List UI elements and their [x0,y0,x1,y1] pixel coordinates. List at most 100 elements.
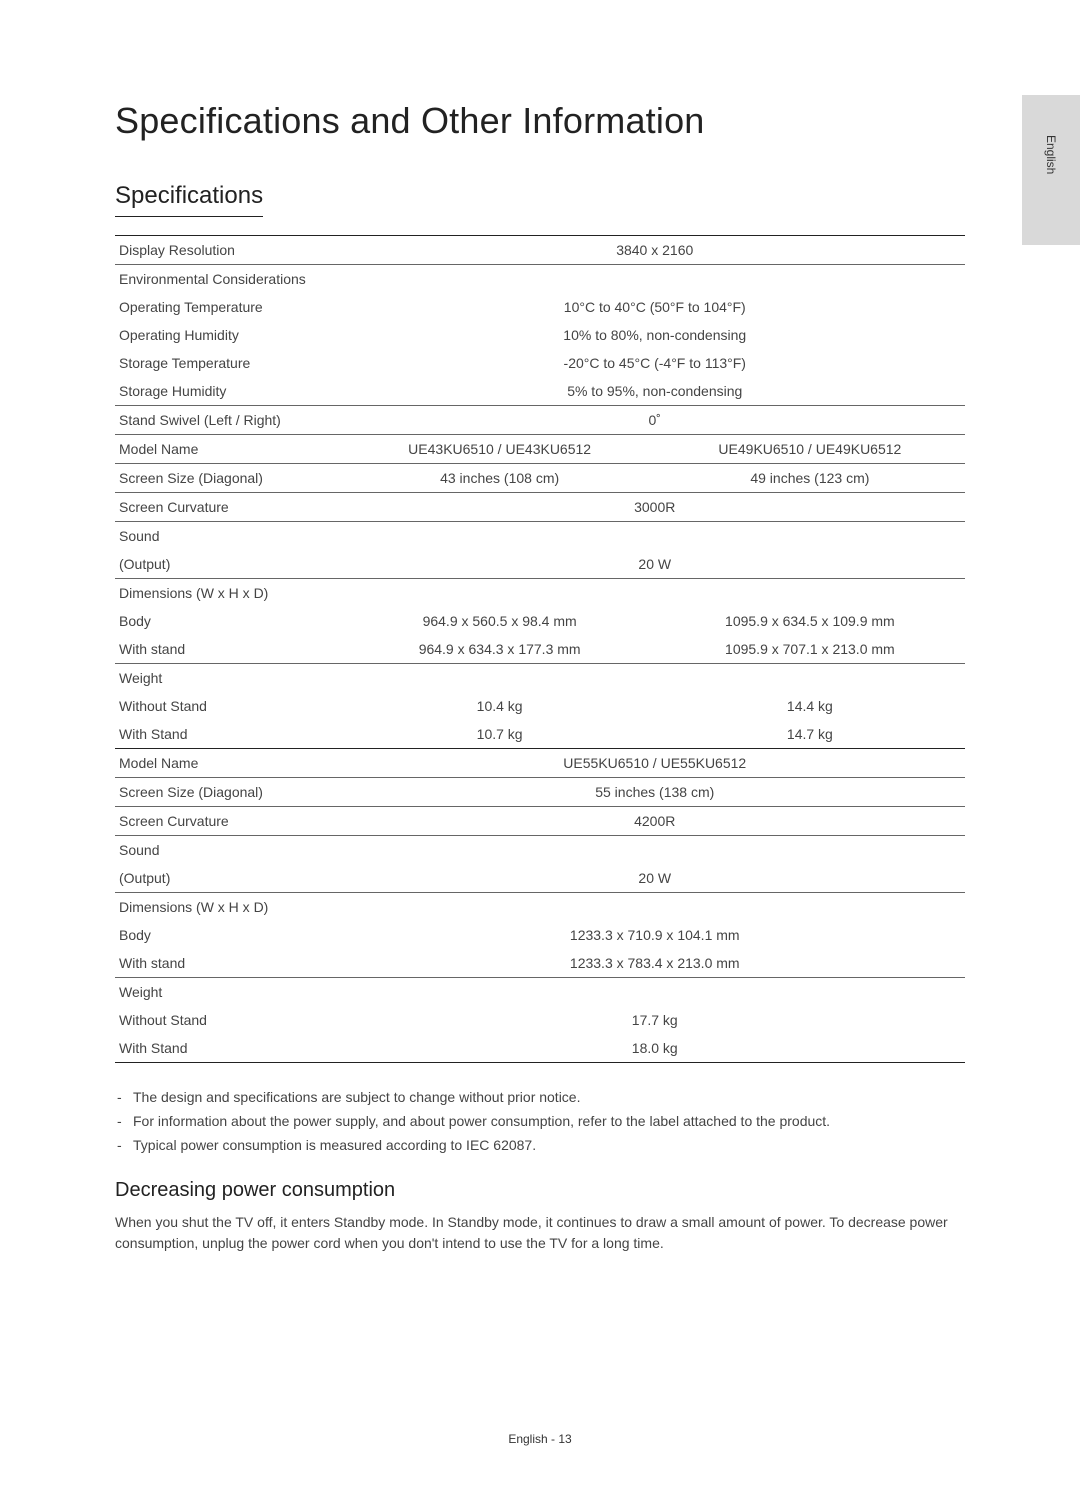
spec-label: Stand Swivel (Left / Right) [115,406,345,435]
spec-label: Model Name [115,749,345,778]
spec-label: Dimensions (W x H x D) [115,579,345,608]
spec-value [345,664,966,693]
spec-value: 3840 x 2160 [345,236,966,265]
table-row: (Output)20 W [115,550,965,579]
spec-label: Sound [115,522,345,551]
table-row: Stand Swivel (Left / Right)0˚ [115,406,965,435]
spec-label: Storage Humidity [115,377,345,406]
table-row: Weight [115,664,965,693]
table-row: With stand964.9 x 634.3 x 177.3 mm1095.9… [115,635,965,664]
spec-value: 0˚ [345,406,966,435]
table-row: (Output)20 W [115,864,965,893]
table-row: Display Resolution3840 x 2160 [115,236,965,265]
spec-label: Operating Temperature [115,293,345,321]
table-row: With Stand10.7 kg14.7 kg [115,720,965,749]
spec-label: Operating Humidity [115,321,345,349]
spec-label: Screen Curvature [115,493,345,522]
table-row: Weight [115,978,965,1007]
table-row: Without Stand17.7 kg [115,1006,965,1034]
table-row: Model NameUE43KU6510 / UE43KU6512UE49KU6… [115,435,965,464]
table-row: Body1233.3 x 710.9 x 104.1 mm [115,921,965,949]
spec-label: Body [115,607,345,635]
spec-value: 14.4 kg [655,692,965,720]
table-row: Operating Humidity10% to 80%, non-conden… [115,321,965,349]
table-row: Screen Curvature4200R [115,807,965,836]
spec-value: 14.7 kg [655,720,965,749]
spec-value: 1095.9 x 707.1 x 213.0 mm [655,635,965,664]
table-row: With stand1233.3 x 783.4 x 213.0 mm [115,949,965,978]
spec-label: With Stand [115,720,345,749]
spec-label: Without Stand [115,692,345,720]
spec-label: (Output) [115,864,345,893]
spec-value: 1233.3 x 783.4 x 213.0 mm [345,949,966,978]
spec-label: Environmental Considerations [115,265,345,294]
spec-value: UE49KU6510 / UE49KU6512 [655,435,965,464]
spec-label: Without Stand [115,1006,345,1034]
table-row: Model NameUE55KU6510 / UE55KU6512 [115,749,965,778]
note-item: Typical power consumption is measured ac… [115,1133,965,1157]
spec-label: With stand [115,635,345,664]
spec-label: Storage Temperature [115,349,345,377]
spec-label: (Output) [115,550,345,579]
table-row: Screen Size (Diagonal)43 inches (108 cm)… [115,464,965,493]
spec-value: 18.0 kg [345,1034,966,1063]
spec-label: Weight [115,978,345,1007]
spec-value [345,836,966,865]
spec-value: 10.4 kg [345,692,655,720]
spec-label: Sound [115,836,345,865]
notes-list: The design and specifications are subjec… [115,1085,965,1157]
spec-value [345,579,966,608]
spec-label: Display Resolution [115,236,345,265]
spec-value: 43 inches (108 cm) [345,464,655,493]
spec-value: UE43KU6510 / UE43KU6512 [345,435,655,464]
spec-value: 10°C to 40°C (50°F to 104°F) [345,293,966,321]
spec-value [345,893,966,922]
table-row: Storage Humidity5% to 95%, non-condensin… [115,377,965,406]
spec-value: 49 inches (123 cm) [655,464,965,493]
spec-value: 10.7 kg [345,720,655,749]
subsection-body: When you shut the TV off, it enters Stan… [115,1212,965,1254]
table-row: Dimensions (W x H x D) [115,579,965,608]
spec-value: 4200R [345,807,966,836]
table-row: Screen Curvature3000R [115,493,965,522]
table-row: Dimensions (W x H x D) [115,893,965,922]
spec-label: With Stand [115,1034,345,1063]
spec-value: 20 W [345,864,966,893]
spec-label: With stand [115,949,345,978]
spec-value: 10% to 80%, non-condensing [345,321,966,349]
spec-value [345,978,966,1007]
table-row: Without Stand10.4 kg14.4 kg [115,692,965,720]
page-title: Specifications and Other Information [115,100,965,142]
spec-label: Screen Size (Diagonal) [115,464,345,493]
table-row: Body964.9 x 560.5 x 98.4 mm1095.9 x 634.… [115,607,965,635]
spec-value [345,522,966,551]
table-row: Sound [115,836,965,865]
spec-value: 3000R [345,493,966,522]
table-row: Environmental Considerations [115,265,965,294]
language-tab: English [1022,95,1080,245]
language-tab-label: English [1044,135,1058,174]
spec-label: Screen Size (Diagonal) [115,778,345,807]
spec-value: 1095.9 x 634.5 x 109.9 mm [655,607,965,635]
table-row: Operating Temperature10°C to 40°C (50°F … [115,293,965,321]
subsection-heading: Decreasing power consumption [115,1179,965,1202]
spec-value: 55 inches (138 cm) [345,778,966,807]
note-item: The design and specifications are subjec… [115,1085,965,1109]
table-row: Screen Size (Diagonal)55 inches (138 cm) [115,778,965,807]
spec-value: 964.9 x 634.3 x 177.3 mm [345,635,655,664]
spec-value: 17.7 kg [345,1006,966,1034]
spec-value: 1233.3 x 710.9 x 104.1 mm [345,921,966,949]
spec-value: -20°C to 45°C (-4°F to 113°F) [345,349,966,377]
spec-value: UE55KU6510 / UE55KU6512 [345,749,966,778]
spec-value: 20 W [345,550,966,579]
specifications-table: Display Resolution3840 x 2160Environment… [115,235,965,1063]
spec-label: Screen Curvature [115,807,345,836]
spec-value: 964.9 x 560.5 x 98.4 mm [345,607,655,635]
spec-label: Body [115,921,345,949]
page: English Specifications and Other Informa… [0,0,1080,1494]
spec-value: 5% to 95%, non-condensing [345,377,966,406]
table-row: With Stand18.0 kg [115,1034,965,1063]
spec-value [345,265,966,294]
spec-label: Weight [115,664,345,693]
section-heading: Specifications [115,182,263,217]
